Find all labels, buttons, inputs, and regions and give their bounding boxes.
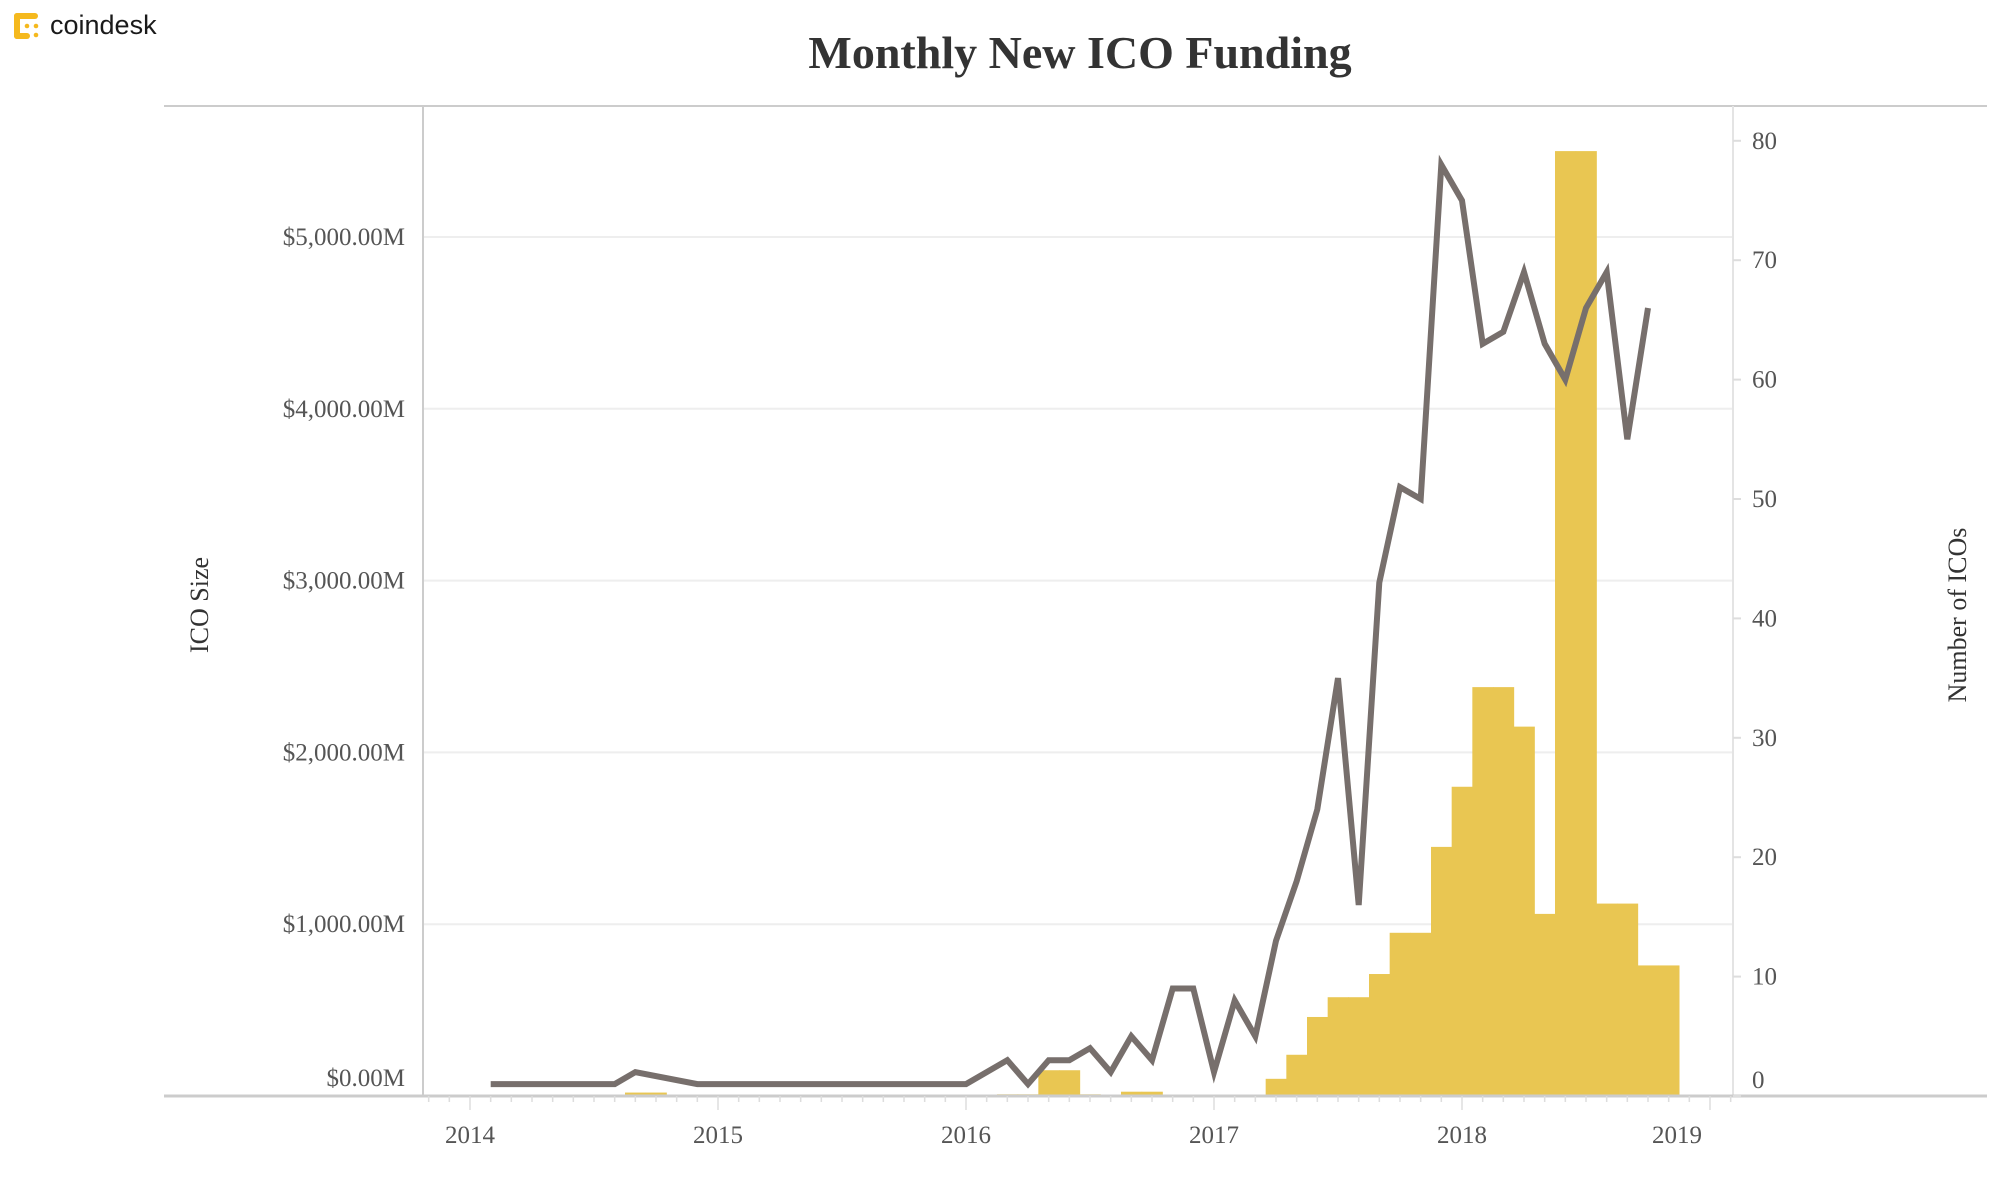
bar — [1637, 965, 1659, 1096]
y-axis-title: ICO Size — [185, 557, 214, 653]
bar — [1555, 151, 1577, 1097]
y-tick-label: $5,000.00M — [283, 224, 405, 251]
y2-tick-label: 0 — [1752, 1067, 1765, 1094]
y2-tick-label: 80 — [1752, 128, 1777, 155]
bar — [1472, 687, 1494, 1096]
y2-tick-label: 50 — [1752, 486, 1777, 513]
bar — [645, 1092, 667, 1096]
bar — [1307, 1016, 1329, 1096]
bar — [1451, 786, 1473, 1096]
bar — [1265, 1078, 1287, 1096]
y-tick-label: $3,000.00M — [283, 568, 405, 595]
bar — [1059, 1070, 1081, 1096]
bar — [1410, 932, 1432, 1096]
y2-tick-label: 10 — [1752, 964, 1777, 991]
bar — [1141, 1091, 1163, 1096]
bar — [1617, 903, 1639, 1096]
bar — [1327, 997, 1349, 1096]
y2-tick-label: 40 — [1752, 605, 1777, 632]
x-tick-label: 2014 — [445, 1122, 496, 1149]
x-tick-label: 2016 — [941, 1122, 991, 1149]
y2-tick-label: 30 — [1752, 725, 1777, 752]
bar — [1348, 997, 1370, 1096]
y2-tick-label: 20 — [1752, 844, 1777, 871]
y-tick-label: $4,000.00M — [283, 396, 405, 423]
bar — [1534, 913, 1556, 1096]
bar — [1286, 1054, 1308, 1096]
bar — [1575, 151, 1597, 1097]
bar — [625, 1092, 647, 1096]
bar — [1431, 846, 1453, 1096]
coindesk-logo-icon — [14, 12, 39, 39]
y2-tick-label: 60 — [1752, 367, 1777, 394]
bar — [1389, 932, 1411, 1096]
chart-title: Monthly New ICO Funding — [808, 27, 1352, 78]
brand-name: coindesk — [50, 10, 157, 40]
x-tick-label: 2019 — [1652, 1122, 1702, 1149]
coindesk-logo[interactable]: coindesk — [12, 10, 157, 41]
bar — [1038, 1070, 1060, 1096]
x-tick-label: 2018 — [1437, 1122, 1487, 1149]
y2-tick-label: 70 — [1752, 247, 1777, 274]
bar — [1493, 687, 1515, 1096]
bar — [1596, 903, 1618, 1096]
bar — [1658, 965, 1680, 1096]
y-tick-label: $1,000.00M — [283, 911, 405, 938]
y-tick-label: $2,000.00M — [283, 739, 405, 766]
bar — [1121, 1091, 1143, 1096]
y-tick-label: $0.00M — [327, 1065, 405, 1092]
bar — [1369, 974, 1391, 1096]
bar — [1513, 726, 1535, 1096]
y2-axis-title: Number of ICOs — [1943, 528, 1972, 703]
x-tick-label: 2015 — [693, 1122, 743, 1149]
x-tick-label: 2017 — [1189, 1122, 1239, 1149]
